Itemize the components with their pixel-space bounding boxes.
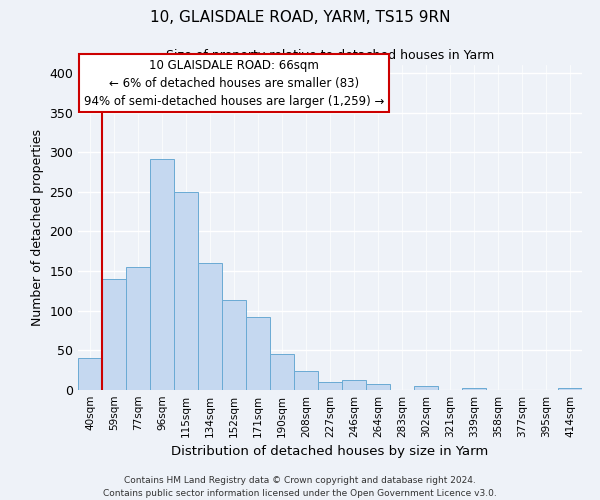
Title: Size of property relative to detached houses in Yarm: Size of property relative to detached ho…: [166, 50, 494, 62]
Bar: [414, 386, 438, 390]
Bar: [558, 388, 582, 390]
Y-axis label: Number of detached properties: Number of detached properties: [31, 129, 44, 326]
Text: 10 GLAISDALE ROAD: 66sqm
← 6% of detached houses are smaller (83)
94% of semi-de: 10 GLAISDALE ROAD: 66sqm ← 6% of detache…: [84, 58, 385, 108]
Bar: [270, 354, 294, 390]
Bar: [126, 267, 150, 390]
Bar: [102, 279, 126, 390]
Bar: [246, 317, 270, 390]
Bar: [150, 158, 174, 390]
Bar: [198, 263, 222, 390]
Bar: [462, 388, 486, 390]
Text: Contains HM Land Registry data © Crown copyright and database right 2024.
Contai: Contains HM Land Registry data © Crown c…: [103, 476, 497, 498]
Bar: [78, 358, 102, 390]
Bar: [318, 382, 342, 390]
X-axis label: Distribution of detached houses by size in Yarm: Distribution of detached houses by size …: [172, 446, 488, 458]
Bar: [174, 192, 198, 390]
Bar: [294, 371, 318, 390]
Bar: [366, 384, 390, 390]
Text: 10, GLAISDALE ROAD, YARM, TS15 9RN: 10, GLAISDALE ROAD, YARM, TS15 9RN: [150, 10, 450, 25]
Bar: [342, 380, 366, 390]
Bar: [222, 300, 246, 390]
